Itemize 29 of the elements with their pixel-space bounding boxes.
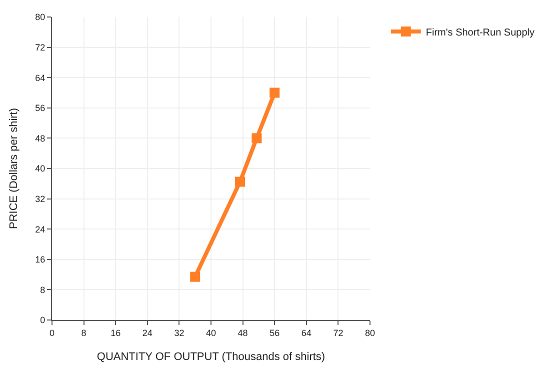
- point: [190, 272, 200, 282]
- x-tick-label: 0: [49, 328, 55, 338]
- legend-label: Firm's Short-Run Supply: [426, 27, 535, 38]
- y-tick-label: 0: [40, 315, 46, 326]
- x-tick-label: 56: [270, 328, 280, 338]
- y-tick-label: 48: [35, 133, 46, 144]
- y-tick-label: 64: [35, 72, 46, 83]
- y-tick-label: 72: [35, 42, 46, 52]
- y-tick-label: 16: [35, 254, 46, 265]
- x-tick-label: 24: [142, 328, 152, 338]
- point: [270, 88, 280, 98]
- x-tick-label: 32: [174, 328, 184, 338]
- y-tick-label: 56: [35, 103, 46, 114]
- x-tick-label: 16: [110, 328, 121, 338]
- y-tick-label: 8: [40, 284, 46, 295]
- point: [252, 133, 262, 144]
- y-axis-title: PRICE (Dollars per shirt): [8, 108, 20, 230]
- x-axis-title: QUANTITY OF OUTPUT (Thousands of shirts): [96, 351, 326, 363]
- point: [235, 176, 246, 187]
- y-tick-label: 40: [35, 164, 46, 174]
- y-tick-label: 24: [35, 224, 46, 234]
- y-tick-label: 80: [35, 12, 46, 22]
- x-tick-label: 64: [301, 328, 312, 338]
- x-tick-label: 80: [364, 328, 376, 338]
- x-tick-label: 40: [206, 328, 216, 338]
- x-tick-label: 8: [81, 328, 86, 338]
- y-tick-label: 32: [35, 194, 46, 204]
- x-tick-label: 72: [333, 328, 344, 338]
- x-tick-label: 48: [238, 328, 248, 338]
